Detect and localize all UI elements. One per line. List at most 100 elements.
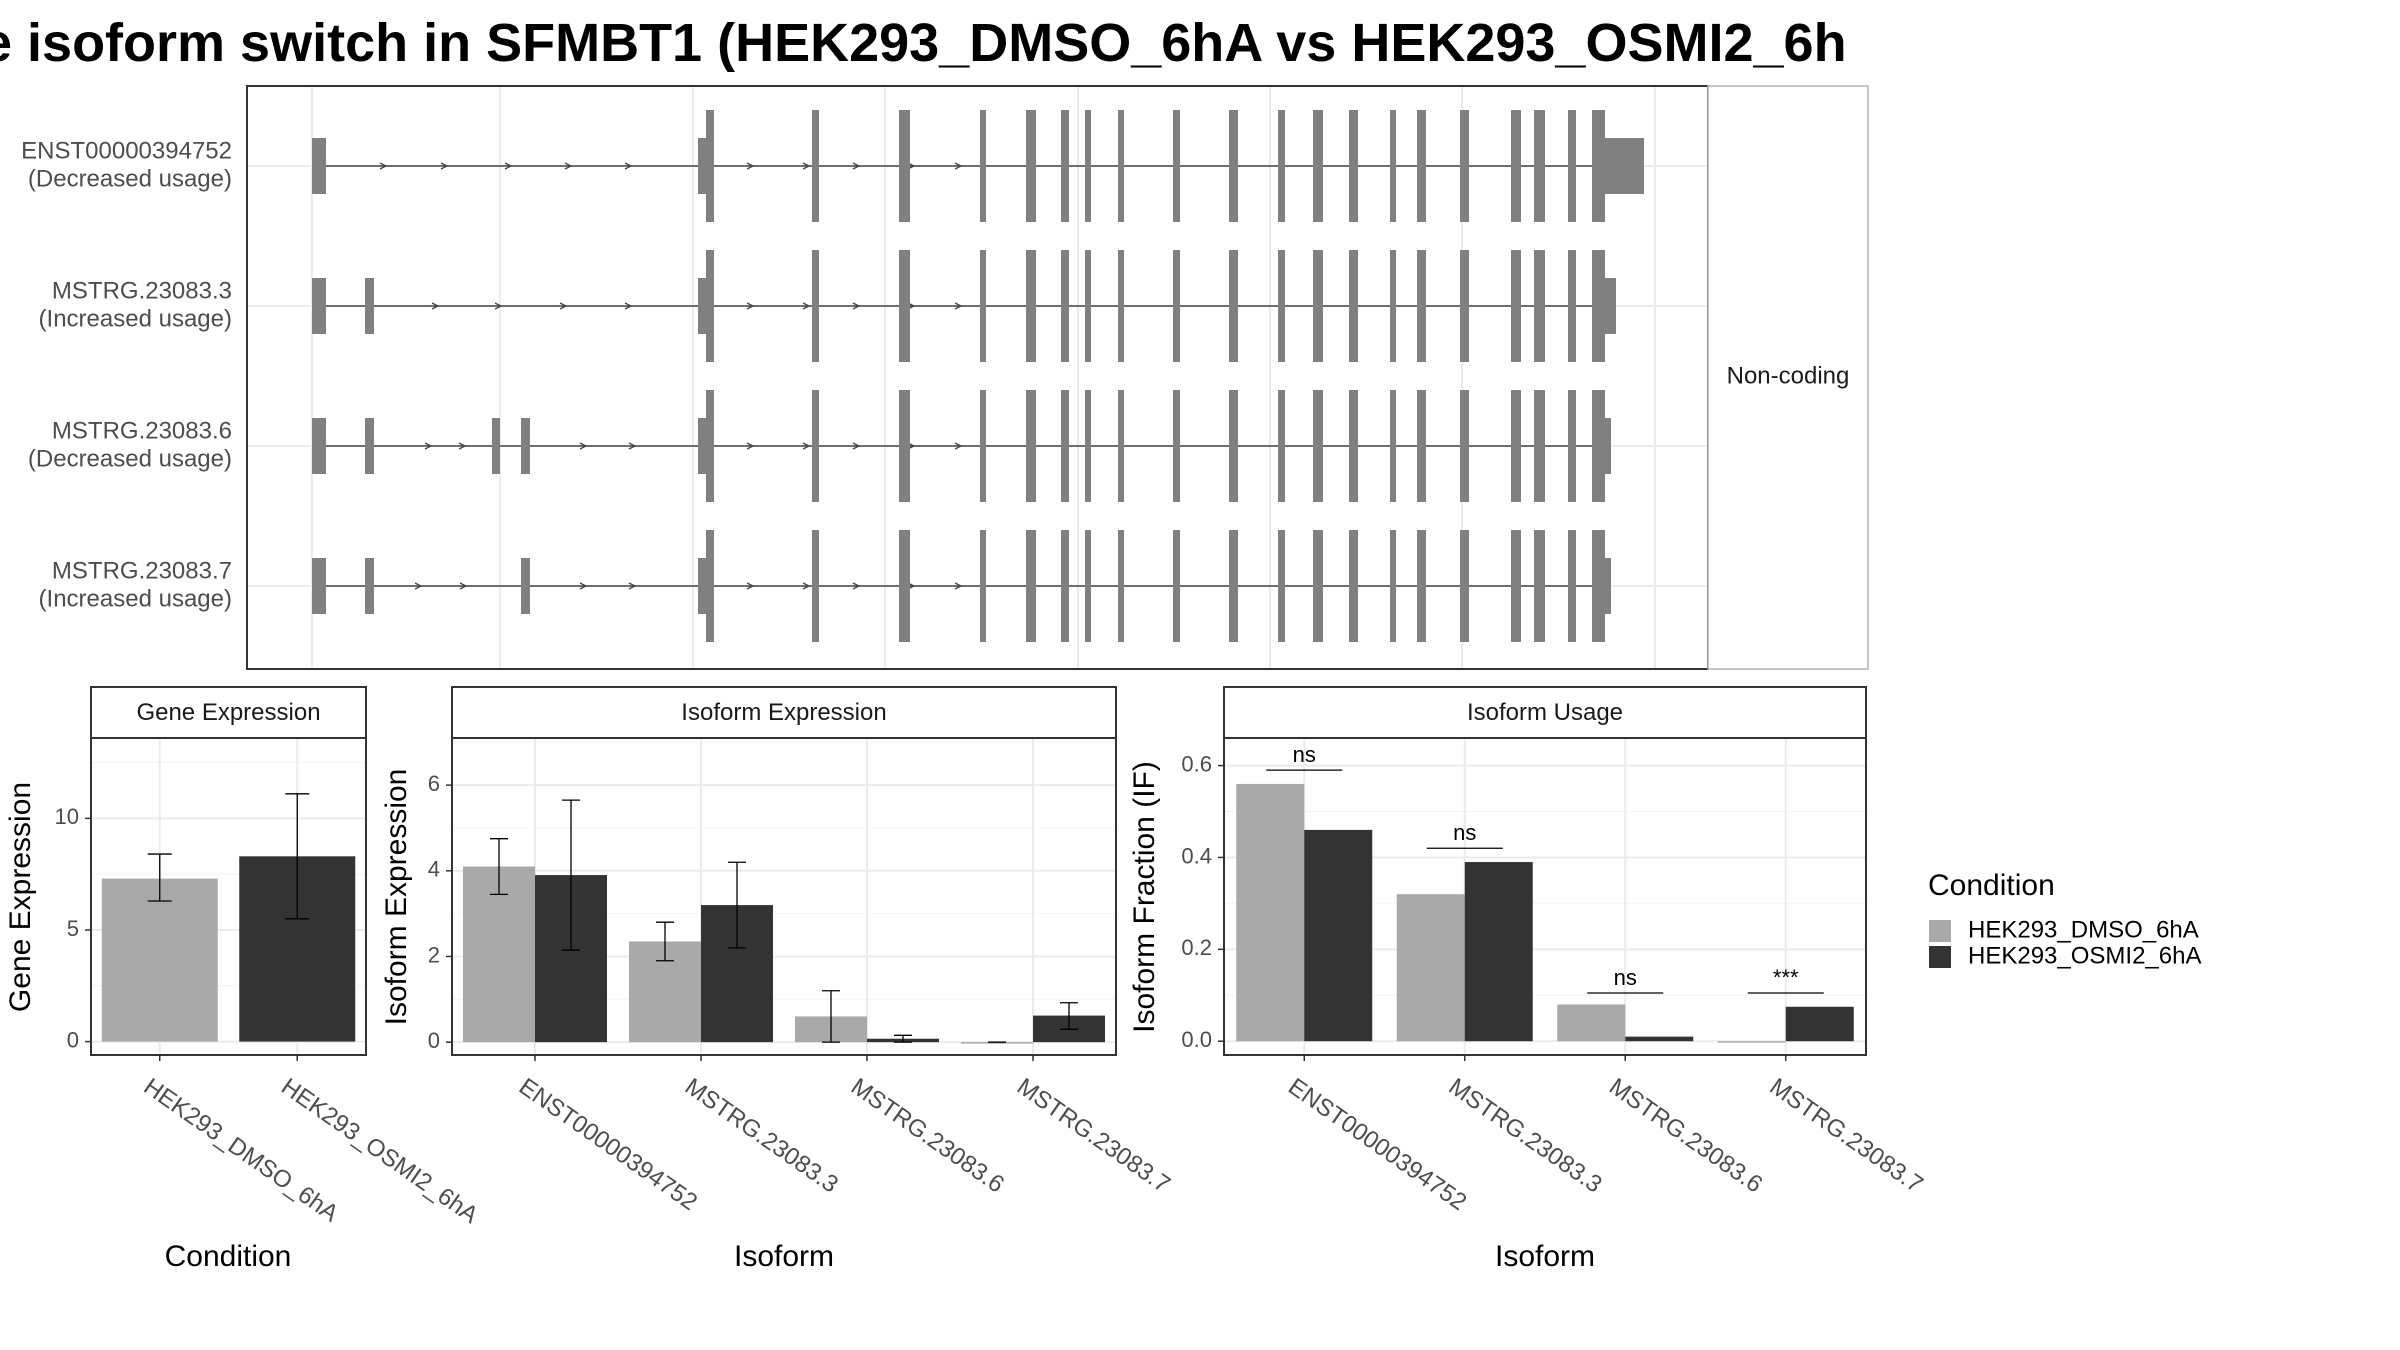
transcript-label-usage: (Decreased usage) (28, 445, 232, 472)
x-tick-label: ENST00000394752 (514, 1073, 702, 1216)
exon (1602, 418, 1611, 474)
exon (1026, 250, 1036, 362)
transcript-label-id: MSTRG.23083.6 (52, 417, 232, 444)
y-tick-label: 4 (428, 857, 440, 882)
y-tick-label: 0.4 (1181, 843, 1212, 868)
exon (492, 418, 500, 474)
x-axis-title: Condition (165, 1240, 292, 1273)
exon (1592, 110, 1602, 222)
strand-arrow (852, 582, 861, 590)
x-axis-title: Isoform (734, 1240, 834, 1273)
strand-arrow (802, 582, 811, 590)
y-tick-label: 6 (428, 771, 440, 796)
exon (1534, 390, 1545, 502)
exon (1349, 250, 1358, 362)
strand-arrow (624, 162, 633, 170)
bar-HEK293_DMSO_6hA-ENST00000394752 (463, 866, 535, 1043)
bar-HEK293_DMSO_6hA-MSTRG.23083.7 (1717, 1041, 1786, 1043)
exon (1085, 110, 1091, 222)
exon (1390, 110, 1396, 222)
exon (706, 390, 714, 502)
y-tick-label: 0.6 (1181, 751, 1212, 776)
exon (1568, 250, 1576, 362)
y-axis-title: Gene Expression (4, 782, 37, 1012)
bar-HEK293_DMSO_6hA-MSTRG.23083.6 (1557, 1004, 1626, 1042)
panel-strip (451, 686, 1117, 739)
strand-arrow (954, 162, 963, 170)
exon (980, 250, 986, 362)
exon (1511, 250, 1521, 362)
bar-HEK293_OSMI2_6hA-MSTRG.23083.3 (1464, 862, 1533, 1042)
legend-key (1929, 946, 1951, 968)
exon (1602, 558, 1611, 614)
strand-arrow (379, 162, 388, 170)
figure-title: e isoform switch in SFMBT1 (HEK293_DMSO_… (0, 13, 1847, 73)
strand-arrow (628, 442, 637, 450)
exon (1460, 250, 1469, 362)
y-tick-label: 10 (55, 804, 79, 829)
exon (899, 110, 910, 222)
exon (1229, 390, 1238, 502)
strand-arrow (802, 442, 811, 450)
y-tick-label: 0 (67, 1027, 79, 1052)
x-tick-label: MSTRG.23083.3 (1444, 1073, 1607, 1198)
exon (1313, 390, 1323, 502)
strand-arrow (628, 582, 637, 590)
panel-strip-title: Gene Expression (136, 699, 320, 726)
strand-arrow (802, 162, 811, 170)
exon (1061, 110, 1069, 222)
strand-arrow (579, 442, 588, 450)
panel-strip-title: Isoform Usage (1467, 699, 1623, 726)
exon (1460, 530, 1469, 642)
exon (312, 558, 326, 614)
exon (1602, 278, 1616, 334)
strand-arrow (954, 302, 963, 310)
exon (1278, 530, 1285, 642)
bar-HEK293_DMSO_6hA-MSTRG.23083.7 (961, 1042, 1033, 1044)
exon (521, 418, 530, 474)
x-tick-label: MSTRG.23083.7 (1012, 1073, 1175, 1198)
transcript-label-id: ENST00000394752 (21, 137, 232, 164)
transcript-panel-bg (247, 86, 1708, 669)
exon (1592, 390, 1602, 502)
exon (1173, 110, 1180, 222)
x-tick-label: MSTRG.23083.6 (846, 1073, 1009, 1198)
exon (899, 530, 910, 642)
strand-arrow (424, 442, 433, 450)
exon (1592, 530, 1602, 642)
y-axis-title: Isoform Fraction (IF) (1128, 761, 1161, 1033)
exon (1229, 250, 1238, 362)
transcript-strip (1707, 85, 1869, 670)
y-tick-label: 2 (428, 942, 440, 967)
exon (1313, 110, 1323, 222)
exon (1061, 250, 1069, 362)
strand-arrow (954, 442, 963, 450)
exon (1349, 390, 1358, 502)
exon (1061, 390, 1069, 502)
exon (1278, 390, 1285, 502)
exon (1417, 110, 1426, 222)
exon (312, 278, 326, 334)
x-tick-label: MSTRG.23083.7 (1765, 1073, 1928, 1198)
exon (1460, 110, 1469, 222)
significance-label: ns (1293, 742, 1316, 767)
exon (1313, 530, 1323, 642)
strand-arrow (954, 582, 963, 590)
exon (1568, 110, 1576, 222)
exon (1173, 530, 1180, 642)
exon (980, 390, 986, 502)
panel-strip (1223, 686, 1867, 739)
panel-strip-title: Isoform Expression (681, 699, 886, 726)
strand-arrow (414, 582, 423, 590)
exon (706, 250, 714, 362)
legend-label: HEK293_OSMI2_6hA (1968, 942, 2201, 969)
bar-HEK293_OSMI2_6hA-MSTRG.23083.6 (1625, 1036, 1694, 1042)
exon (1026, 110, 1036, 222)
strand-arrow (852, 302, 861, 310)
exon (521, 558, 530, 614)
strand-arrow (746, 162, 755, 170)
exon (1026, 390, 1036, 502)
strand-arrow (746, 442, 755, 450)
exon (1511, 530, 1521, 642)
exon (312, 138, 326, 194)
